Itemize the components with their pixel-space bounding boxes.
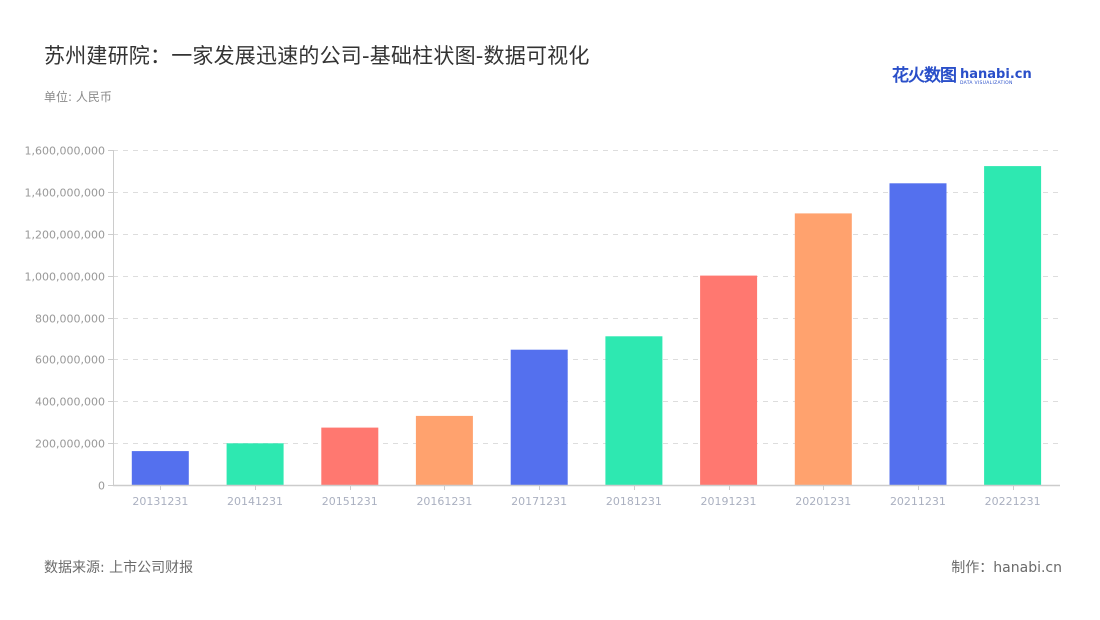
x-axis: 20131231 20141231 20151231 20161231 20171231… [113, 484, 1060, 508]
unit-label: 单位: 人民币 [44, 90, 112, 104]
y-tick-label: 1,200,000,000 [25, 229, 105, 242]
grid-lines [113, 150, 1060, 444]
y-tick-label: 0 [98, 480, 105, 493]
bar-20131231[interactable] [131, 451, 189, 485]
data-source: 数据来源: 上市公司财报 [44, 560, 194, 576]
bars [131, 166, 1042, 486]
logo-tagline: DATA VISUALIZATION [960, 80, 1013, 86]
bar-20201231[interactable] [794, 213, 852, 485]
y-tick-label: 1,000,000,000 [25, 271, 105, 284]
x-tick-label: 20221231 [985, 495, 1041, 508]
x-tick-label: 20161231 [416, 495, 472, 508]
x-tick-label: 20171231 [511, 495, 567, 508]
bar-20171231[interactable] [510, 349, 568, 485]
y-tick-label: 400,000,000 [35, 396, 105, 409]
y-tick-label: 800,000,000 [35, 313, 105, 326]
y-axis: 0 200,000,000 400,000,000 600,000,000 800,00… [25, 145, 114, 493]
bar-20151231[interactable] [321, 427, 379, 485]
bar-20181231[interactable] [605, 336, 663, 485]
bar-20191231[interactable] [700, 275, 758, 485]
credit: 制作：hanabi.cn [951, 560, 1062, 576]
x-tick-label: 20151231 [322, 495, 378, 508]
y-tick-label: 1,400,000,000 [25, 187, 105, 200]
y-tick-label: 1,600,000,000 [25, 145, 105, 158]
x-tick-label: 20131231 [132, 495, 188, 508]
logo-en-block: hanabi.cn DATA VISUALIZATION [960, 68, 1032, 87]
logo-cn-text: 花火数图 [892, 66, 957, 86]
bar-20141231[interactable] [226, 443, 284, 485]
bar-20211231[interactable] [889, 183, 947, 486]
y-tick-label: 200,000,000 [35, 438, 105, 451]
brand-logo: 花火数图 hanabi.cn DATA VISUALIZATION [892, 60, 1032, 86]
x-tick-label: 20181231 [606, 495, 662, 508]
x-tick-label: 20211231 [890, 495, 946, 508]
logo-en-text: hanabi.cn [960, 66, 1032, 82]
x-tick-label: 20141231 [227, 495, 283, 508]
bar-20221231[interactable] [984, 166, 1042, 485]
chart-title: 苏州建研院：一家发展迅速的公司-基础柱状图-数据可视化 [44, 44, 590, 68]
bar-20161231[interactable] [415, 415, 473, 485]
x-tick-label: 20201231 [795, 495, 851, 508]
y-tick-label: 600,000,000 [35, 354, 105, 367]
x-tick-label: 20191231 [701, 495, 757, 508]
